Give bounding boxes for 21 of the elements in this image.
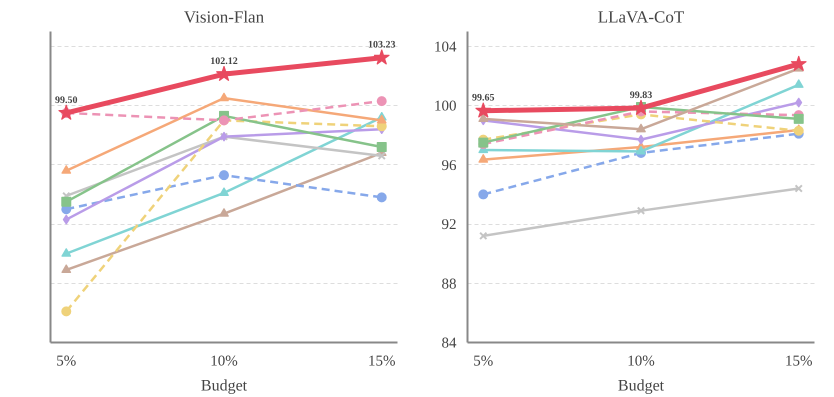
data-label: 102.12 (210, 56, 238, 68)
data-label: 99.83 (630, 90, 652, 102)
x-tick-label: 5% (473, 354, 494, 370)
y-tick-label: 104 (434, 39, 457, 56)
y-tick-label: 88 (442, 276, 456, 292)
x-tick-label: 10% (627, 354, 655, 370)
x-tick-label: 10% (210, 354, 238, 370)
x-axis-title: Budget (200, 378, 248, 394)
x-tick-label: 15% (368, 354, 396, 370)
chart-title: LLaVA-CoT (598, 8, 685, 26)
data-label: 99.65 (472, 92, 495, 104)
x-axis-title: Budget (618, 378, 665, 394)
y-tick-label: 100 (434, 98, 456, 115)
y-tick-label: 96 (442, 158, 457, 174)
x-tick-label: 15% (784, 354, 812, 370)
x-tick-label: 5% (56, 354, 76, 370)
y-tick-label: 84 (442, 336, 457, 352)
data-label: 99.50 (55, 94, 78, 106)
y-tick-label: 92 (442, 217, 456, 234)
data-label: 103.23 (368, 40, 396, 51)
chart-title: Vision-Flan (184, 8, 265, 26)
